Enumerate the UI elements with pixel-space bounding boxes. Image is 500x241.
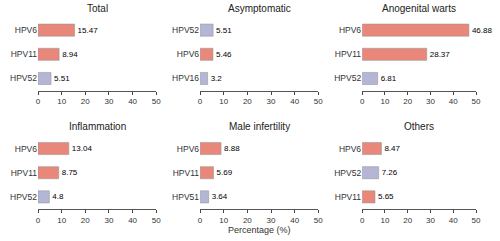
svg-text:HPV11: HPV11 [173, 168, 200, 178]
svg-text:5.46: 5.46 [216, 50, 232, 59]
svg-text:30: 30 [105, 216, 114, 225]
svg-text:Total: Total [87, 3, 108, 14]
svg-text:HPV52: HPV52 [172, 25, 199, 35]
svg-text:8.75: 8.75 [62, 168, 78, 177]
svg-text:3.2: 3.2 [211, 74, 223, 83]
svg-text:10: 10 [380, 216, 389, 225]
svg-text:20: 20 [243, 97, 252, 106]
svg-text:HPV52: HPV52 [10, 192, 37, 202]
svg-text:HPV51: HPV51 [172, 192, 199, 202]
svg-text:20: 20 [81, 97, 90, 106]
svg-text:50: 50 [314, 97, 323, 106]
svg-text:7.26: 7.26 [382, 168, 398, 177]
svg-text:13.04: 13.04 [72, 144, 93, 153]
svg-text:28.37: 28.37 [430, 50, 451, 59]
svg-text:10: 10 [57, 216, 66, 225]
svg-text:30: 30 [267, 97, 276, 106]
svg-text:5.51: 5.51 [216, 26, 232, 35]
svg-text:5.69: 5.69 [217, 168, 233, 177]
svg-text:8.47: 8.47 [384, 144, 400, 153]
svg-text:5.65: 5.65 [378, 192, 394, 201]
svg-text:30: 30 [426, 216, 435, 225]
svg-text:HPV11: HPV11 [335, 49, 362, 59]
svg-text:10: 10 [57, 97, 66, 106]
svg-text:HPV6: HPV6 [15, 143, 37, 153]
svg-text:HPV11: HPV11 [11, 168, 38, 178]
svg-text:0: 0 [198, 97, 203, 106]
svg-text:6.81: 6.81 [381, 74, 397, 83]
svg-text:Others: Others [404, 121, 434, 132]
svg-text:50: 50 [152, 97, 161, 106]
svg-text:20: 20 [81, 216, 90, 225]
svg-text:15.47: 15.47 [78, 26, 99, 35]
svg-text:20: 20 [403, 216, 412, 225]
svg-text:5.51: 5.51 [54, 74, 70, 83]
svg-text:8.94: 8.94 [62, 50, 78, 59]
svg-text:HPV16: HPV16 [172, 73, 199, 83]
svg-text:10: 10 [219, 216, 228, 225]
svg-text:20: 20 [243, 216, 252, 225]
svg-text:40: 40 [449, 97, 458, 106]
svg-text:40: 40 [128, 216, 137, 225]
svg-text:Male infertility: Male infertility [229, 121, 290, 132]
svg-text:10: 10 [380, 97, 389, 106]
svg-text:HPV6: HPV6 [177, 143, 199, 153]
svg-text:30: 30 [267, 216, 276, 225]
svg-text:Inflammation: Inflammation [69, 121, 126, 132]
svg-text:HPV52: HPV52 [334, 73, 361, 83]
svg-text:Percentage (%): Percentage (%) [228, 225, 291, 235]
svg-text:Asymptomatic: Asymptomatic [228, 3, 291, 14]
svg-text:40: 40 [290, 216, 299, 225]
svg-text:50: 50 [472, 216, 481, 225]
svg-text:4.8: 4.8 [52, 192, 64, 201]
svg-text:HPV6: HPV6 [177, 49, 199, 59]
svg-text:HPV52: HPV52 [334, 168, 361, 178]
svg-text:50: 50 [472, 97, 481, 106]
svg-text:20: 20 [403, 97, 412, 106]
svg-text:8.88: 8.88 [224, 144, 240, 153]
svg-text:40: 40 [290, 97, 299, 106]
svg-text:40: 40 [128, 97, 137, 106]
svg-text:40: 40 [449, 216, 458, 225]
svg-text:50: 50 [152, 216, 161, 225]
svg-text:46.88: 46.88 [472, 26, 493, 35]
svg-text:HPV11: HPV11 [335, 192, 362, 202]
svg-text:0: 0 [36, 216, 41, 225]
svg-text:HPV52: HPV52 [10, 73, 37, 83]
svg-text:HPV6: HPV6 [15, 25, 37, 35]
svg-text:0: 0 [360, 97, 365, 106]
svg-text:3.64: 3.64 [212, 192, 228, 201]
svg-text:HPV6: HPV6 [339, 143, 361, 153]
svg-text:50: 50 [314, 216, 323, 225]
svg-text:30: 30 [426, 97, 435, 106]
svg-text:30: 30 [105, 97, 114, 106]
svg-text:0: 0 [36, 97, 41, 106]
svg-text:Anogenital warts: Anogenital warts [382, 3, 456, 14]
svg-text:HPV6: HPV6 [339, 25, 361, 35]
svg-text:10: 10 [219, 97, 228, 106]
svg-text:0: 0 [360, 216, 365, 225]
svg-text:HPV11: HPV11 [11, 49, 38, 59]
svg-text:0: 0 [198, 216, 203, 225]
